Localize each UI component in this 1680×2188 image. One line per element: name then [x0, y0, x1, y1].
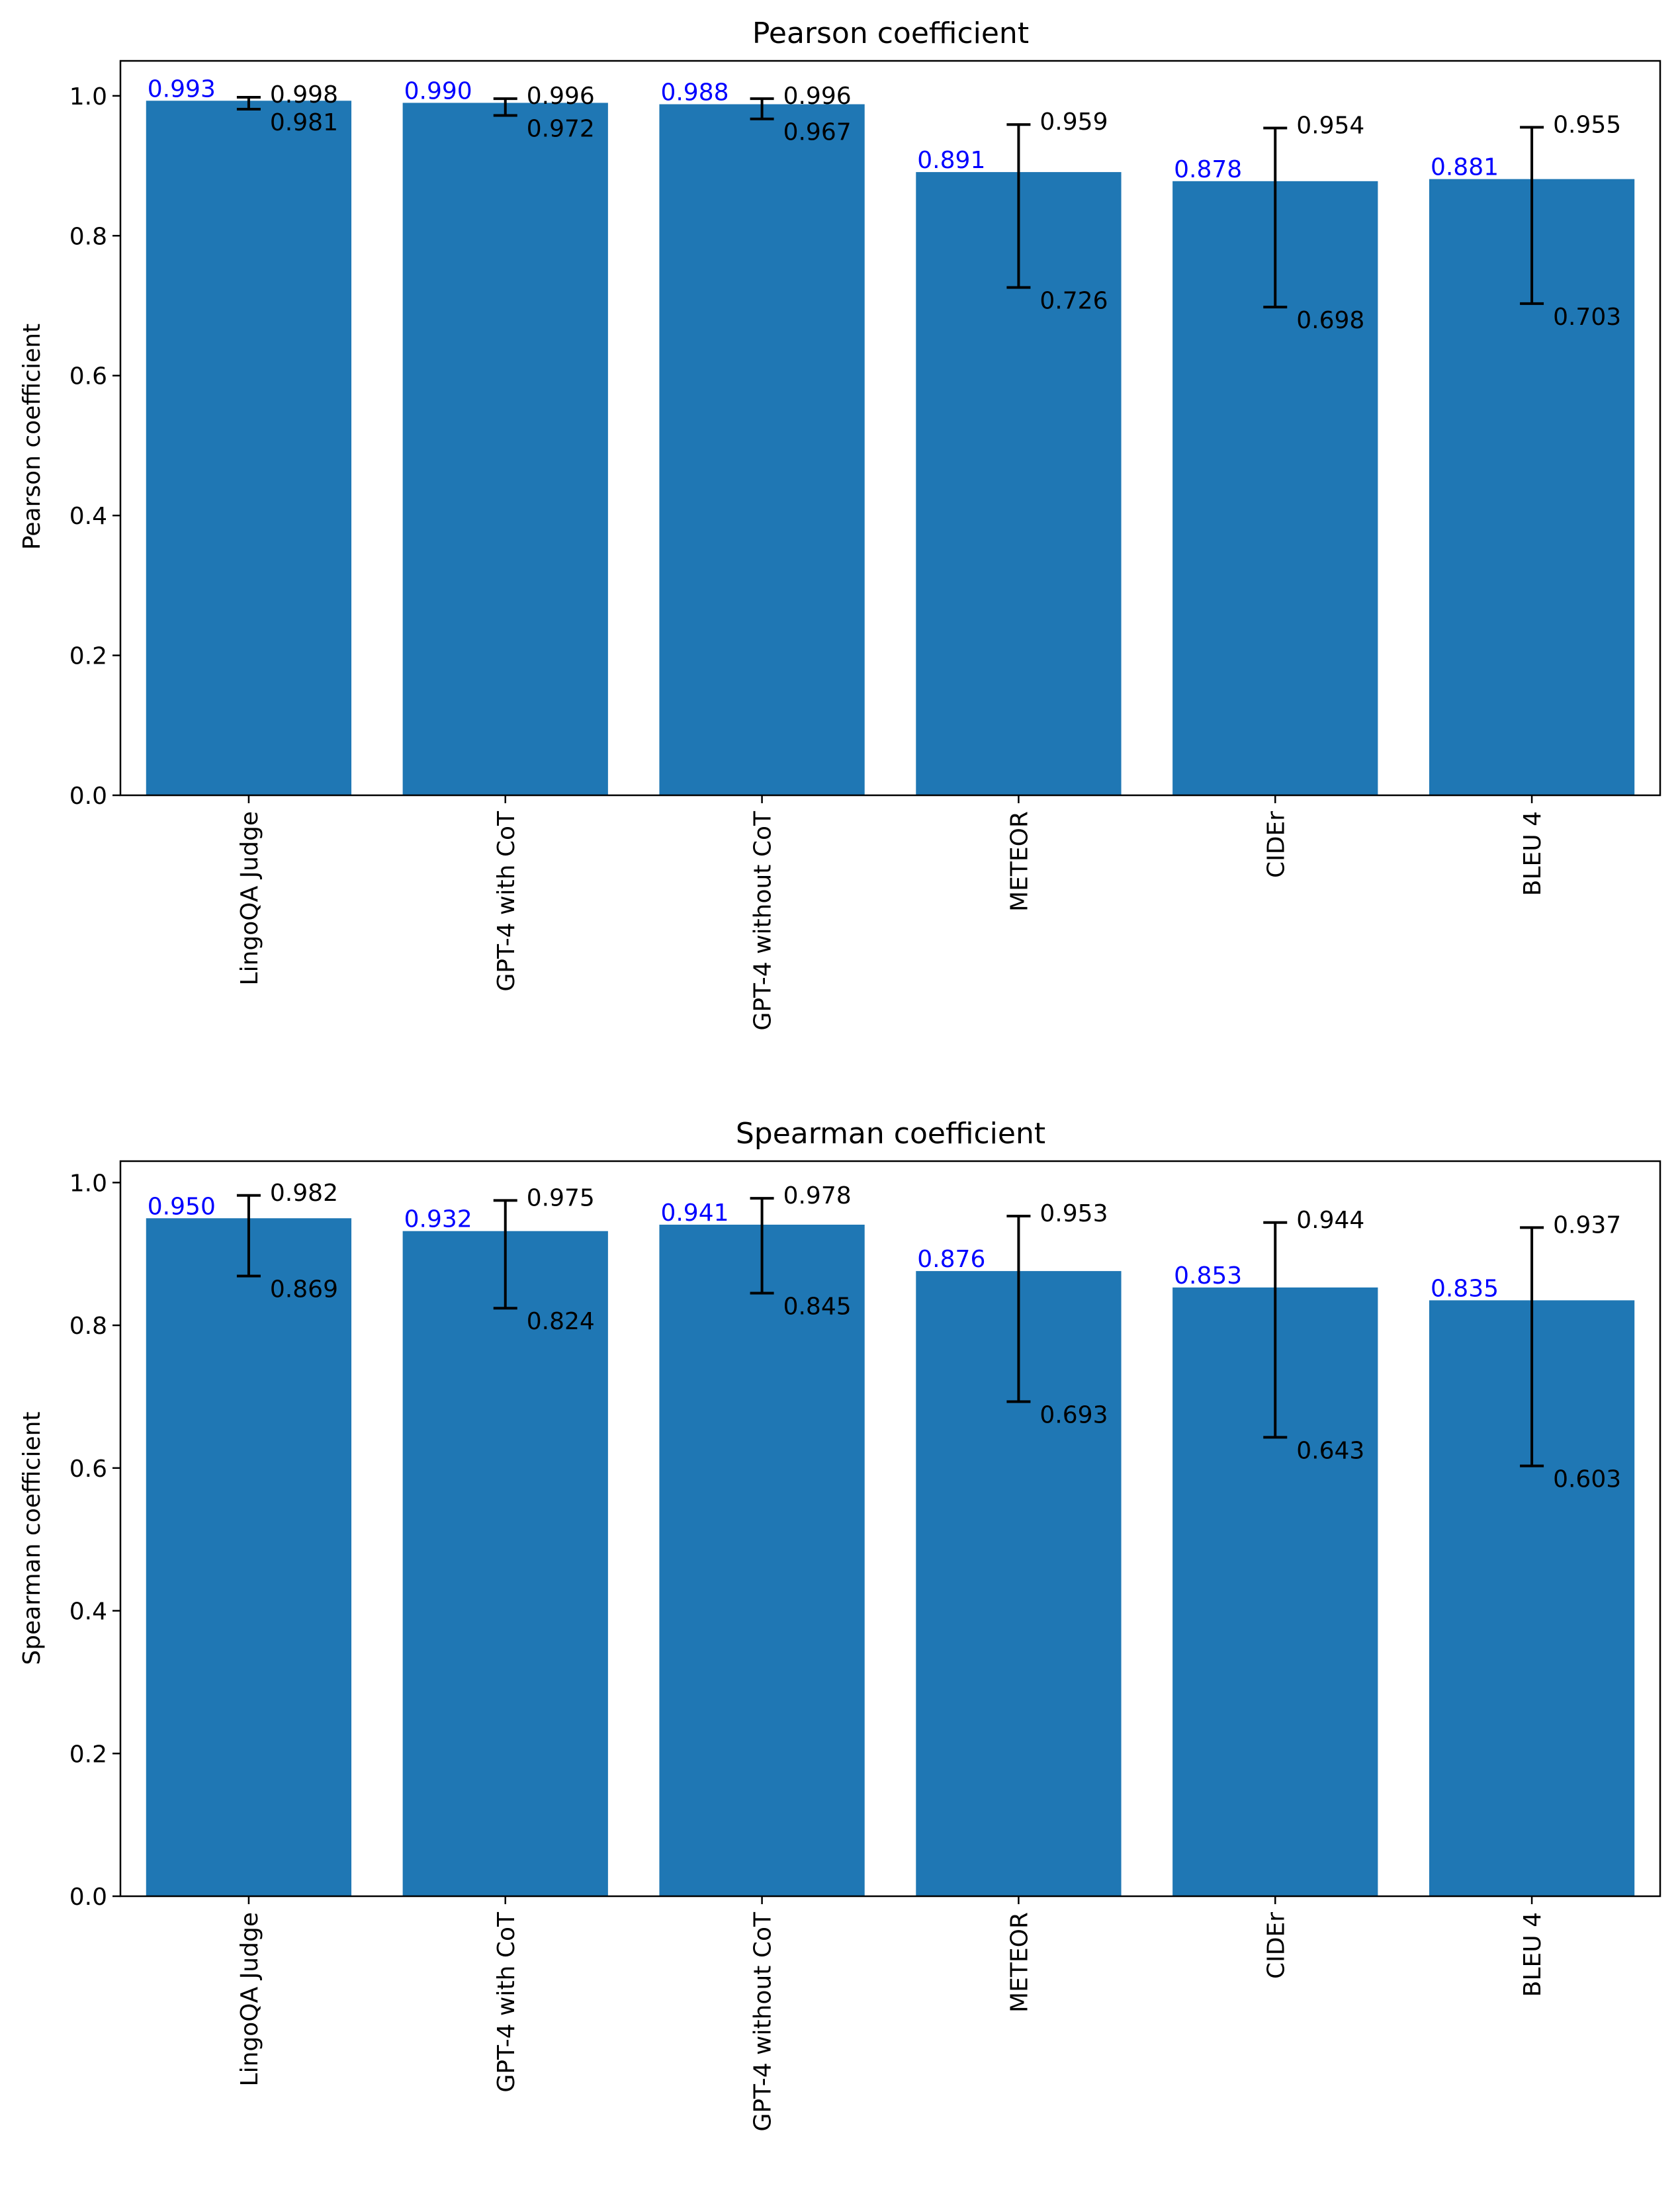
ci-upper-label: 0.944 [1296, 1207, 1364, 1234]
y-tick-label: 1.0 [69, 83, 107, 110]
x-tick-label: GPT-4 with CoT [493, 1911, 520, 2093]
x-tick-label: BLEU 4 [1519, 1912, 1546, 1997]
y-tick-label: 0.8 [69, 1313, 107, 1340]
value-label: 0.878 [1174, 156, 1242, 183]
y-tick-label: 0.8 [69, 223, 107, 250]
x-tick-label: METEOR [1006, 811, 1033, 912]
ci-upper-label: 0.998 [270, 81, 338, 109]
ci-upper-label: 0.975 [527, 1184, 595, 1211]
ci-upper-label: 0.996 [783, 83, 852, 110]
value-label: 0.932 [404, 1206, 472, 1233]
value-label: 0.950 [148, 1193, 216, 1220]
value-label: 0.853 [1174, 1262, 1242, 1290]
bar [146, 1218, 352, 1896]
value-label: 0.835 [1431, 1275, 1499, 1302]
value-label: 0.876 [917, 1246, 985, 1273]
value-label: 0.881 [1431, 154, 1499, 181]
y-axis-label: Spearman coefficient [19, 1411, 46, 1665]
ci-upper-label: 0.959 [1039, 109, 1108, 136]
ci-lower-label: 0.603 [1553, 1466, 1621, 1493]
ci-lower-label: 0.981 [270, 109, 338, 136]
chart-title: Spearman coefficient [736, 1117, 1045, 1151]
bar [659, 1224, 865, 1896]
y-tick-label: 1.0 [69, 1170, 107, 1197]
ci-upper-label: 0.978 [783, 1182, 852, 1209]
x-tick-label: LingoQA Judge [236, 1912, 263, 2086]
value-label: 0.891 [917, 147, 985, 174]
ci-lower-label: 0.967 [783, 119, 852, 146]
axes-frame [119, 1160, 1661, 1898]
x-tick-label: LingoQA Judge [236, 811, 263, 985]
x-tick-label: CIDEr [1262, 1912, 1290, 1979]
ci-upper-label: 0.996 [527, 83, 595, 110]
y-tick-label: 0.0 [69, 783, 107, 810]
ci-lower-label: 0.869 [270, 1276, 338, 1303]
y-tick-label: 0.6 [69, 1456, 107, 1483]
ci-lower-label: 0.972 [527, 115, 595, 142]
value-label: 0.941 [660, 1200, 729, 1227]
x-tick-label: BLEU 4 [1519, 811, 1546, 896]
x-tick-label: GPT-4 with CoT [493, 810, 520, 992]
spearman-plot-area: 0.950 0.982 0.869 LingoQA Judge 0.932 0.975 0.… [69, 1160, 1661, 2132]
ci-upper-label: 0.955 [1553, 111, 1621, 138]
bar [659, 104, 865, 796]
ci-lower-label: 0.693 [1039, 1402, 1108, 1429]
x-tick-label: GPT-4 without CoT [750, 810, 777, 1031]
ci-lower-label: 0.703 [1553, 304, 1621, 331]
ci-lower-label: 0.698 [1296, 307, 1364, 334]
x-tick-label: CIDEr [1262, 811, 1290, 878]
x-tick-label: GPT-4 without CoT [750, 1911, 777, 2132]
y-tick-label: 0.4 [69, 1598, 107, 1626]
chart-title: Pearson coefficient [752, 17, 1029, 50]
ci-upper-label: 0.982 [270, 1180, 338, 1207]
ci-upper-label: 0.954 [1296, 112, 1364, 139]
y-tick-label: 0.0 [69, 1884, 107, 1911]
value-label: 0.988 [660, 79, 729, 107]
y-tick-label: 0.6 [69, 363, 107, 390]
ci-lower-label: 0.845 [783, 1293, 852, 1321]
x-tick-label: METEOR [1006, 1912, 1033, 2013]
ci-lower-label: 0.824 [527, 1308, 595, 1335]
bar [402, 1231, 608, 1896]
ci-lower-label: 0.726 [1039, 288, 1108, 315]
ci-lower-label: 0.643 [1296, 1437, 1364, 1464]
y-tick-label: 0.2 [69, 1741, 107, 1768]
pearson-chart: Pearson coefficient Pearson coefficient … [19, 17, 1661, 1031]
ci-upper-label: 0.953 [1039, 1200, 1108, 1227]
value-label: 0.990 [404, 77, 472, 105]
y-axis-label: Pearson coefficient [19, 324, 46, 550]
spearman-chart: Spearman coefficient Spearman coefficien… [19, 1117, 1661, 2132]
bar [402, 103, 608, 795]
bar [146, 101, 352, 796]
y-tick-label: 0.2 [69, 643, 107, 670]
y-tick-label: 0.4 [69, 503, 107, 530]
value-label: 0.993 [148, 75, 216, 103]
axes-frame [119, 60, 1661, 797]
ci-upper-label: 0.937 [1553, 1211, 1621, 1239]
